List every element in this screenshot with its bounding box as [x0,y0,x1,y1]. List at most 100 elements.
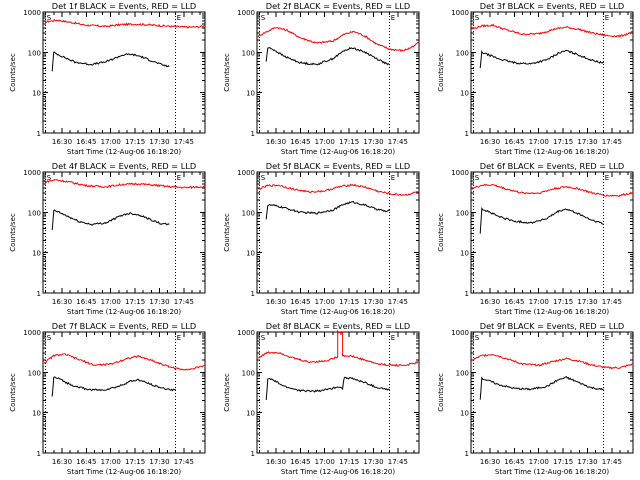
event-rate-line [51,51,170,72]
y-tick-label: 1000 [23,9,41,17]
panel-title: Det 7f BLACK = Events, RED = LLD [52,321,196,331]
x-tick-label: 17:30 [363,458,383,466]
time-marker-label: E [391,174,395,182]
x-axis-label: Start Time (12-Aug-06 16:18:20) [281,308,395,316]
time-marker-label: S [47,174,52,182]
y-tick-label: 1000 [451,9,469,17]
x-tick-label: 17:45 [602,138,622,146]
y-axis-label: Counts/sec [9,53,17,92]
time-marker-label: E [391,14,395,22]
x-tick-label: 16:45 [76,298,96,306]
time-marker-label: E [177,14,181,22]
panel-title: Det 6f BLACK = Events, RED = LLD [480,161,624,171]
panel-title: Det 3f BLACK = Events, RED = LLD [480,1,624,11]
lld-rate-line [43,178,206,189]
time-marker-label: S [475,334,480,342]
time-marker-label: S [47,14,52,22]
y-tick-label: 10 [32,250,41,258]
y-tick-label: 1 [37,130,41,138]
x-axis-label: Start Time (12-Aug-06 16:18:20) [495,308,609,316]
x-tick-label: 17:45 [388,138,408,146]
x-tick-label: 17:45 [174,458,194,466]
y-tick-label: 100 [28,49,41,57]
y-tick-label: 100 [456,369,469,377]
time-marker-label: S [261,174,266,182]
y-tick-label: 100 [456,209,469,217]
y-tick-label: 1000 [237,329,255,337]
y-tick-label: 1 [465,450,469,458]
panel-title: Det 4f BLACK = Events, RED = LLD [52,161,196,171]
x-tick-label: 17:15 [125,458,145,466]
y-tick-label: 100 [242,369,255,377]
x-axis-label: Start Time (12-Aug-06 16:18:20) [281,148,395,156]
x-tick-label: 16:30 [480,298,500,306]
plot-frame [256,11,420,134]
x-tick-label: 17:00 [101,298,121,306]
x-tick-label: 17:15 [339,298,359,306]
detector-panel-5: Det 5f BLACK = Events, RED = LLD 1 10 100 10… [223,161,420,316]
x-tick-label: 17:45 [602,458,622,466]
x-axis-label: Start Time (12-Aug-06 16:18:20) [67,468,181,476]
x-tick-label: 17:15 [125,138,145,146]
x-tick-label: 16:45 [504,138,524,146]
x-tick-label: 17:30 [577,298,597,306]
detector-panel-8: Det 8f BLACK = Events, RED = LLD 1 10 100 10… [223,321,420,476]
detector-panel-4: Det 4f BLACK = Events, RED = LLD 1 10 100 10… [9,161,206,316]
x-tick-label: 17:15 [339,458,359,466]
y-tick-label: 1000 [23,169,41,177]
x-tick-label: 16:30 [480,458,500,466]
y-tick-label: 1 [251,450,255,458]
x-tick-label: 17:00 [101,138,121,146]
detector-panel-7: Det 7f BLACK = Events, RED = LLD 1 10 100 10… [9,321,206,476]
x-tick-label: 16:45 [76,138,96,146]
y-tick-label: 10 [32,410,41,418]
y-tick-label: 1000 [451,169,469,177]
x-tick-label: 17:15 [553,298,573,306]
y-tick-label: 100 [456,49,469,57]
time-marker-label: E [177,174,181,182]
x-tick-label: 17:30 [149,298,169,306]
y-axis-label: Counts/sec [223,373,231,412]
time-marker-label: E [177,334,181,342]
y-axis-label: Counts/sec [437,373,445,412]
x-tick-label: 17:30 [149,138,169,146]
y-tick-label: 100 [242,209,255,217]
y-tick-label: 1 [465,130,469,138]
y-tick-label: 1000 [23,329,41,337]
x-tick-label: 16:30 [266,138,286,146]
detector-panel-1: Det 1f BLACK = Events, RED = LLD 1 10 100 10… [9,1,206,156]
time-marker-label: E [391,334,395,342]
x-tick-label: 17:30 [149,458,169,466]
time-marker-label: E [605,174,609,182]
detector-panel-2: Det 2f BLACK = Events, RED = LLD 1 10 100 10… [223,1,420,156]
y-tick-label: 10 [32,90,41,98]
x-tick-label: 17:15 [125,298,145,306]
x-tick-label: 17:15 [339,138,359,146]
event-rate-line [265,200,391,220]
x-tick-label: 16:30 [52,298,72,306]
x-tick-label: 16:45 [504,298,524,306]
x-tick-label: 17:45 [174,298,194,306]
y-axis-label: Counts/sec [223,53,231,92]
time-marker-label: S [475,14,480,22]
x-tick-label: 16:45 [290,458,310,466]
plot-frame [42,11,206,134]
event-rate-line [479,49,604,69]
event-rate-line [479,206,605,234]
y-axis-label: Counts/sec [437,213,445,252]
y-tick-label: 1000 [237,169,255,177]
x-tick-label: 16:45 [76,458,96,466]
x-axis-label: Start Time (12-Aug-06 16:18:20) [495,468,609,476]
y-tick-label: 100 [242,49,255,57]
x-tick-label: 16:30 [52,458,72,466]
y-axis-label: Counts/sec [223,213,231,252]
x-tick-label: 16:30 [266,298,286,306]
lld-rate-line [43,353,206,371]
x-tick-label: 17:00 [315,298,335,306]
x-tick-label: 17:00 [529,298,549,306]
y-tick-label: 10 [460,410,469,418]
y-tick-label: 100 [28,209,41,217]
panel-title: Det 1f BLACK = Events, RED = LLD [52,1,196,11]
x-tick-label: 17:00 [529,458,549,466]
x-tick-label: 17:30 [577,138,597,146]
